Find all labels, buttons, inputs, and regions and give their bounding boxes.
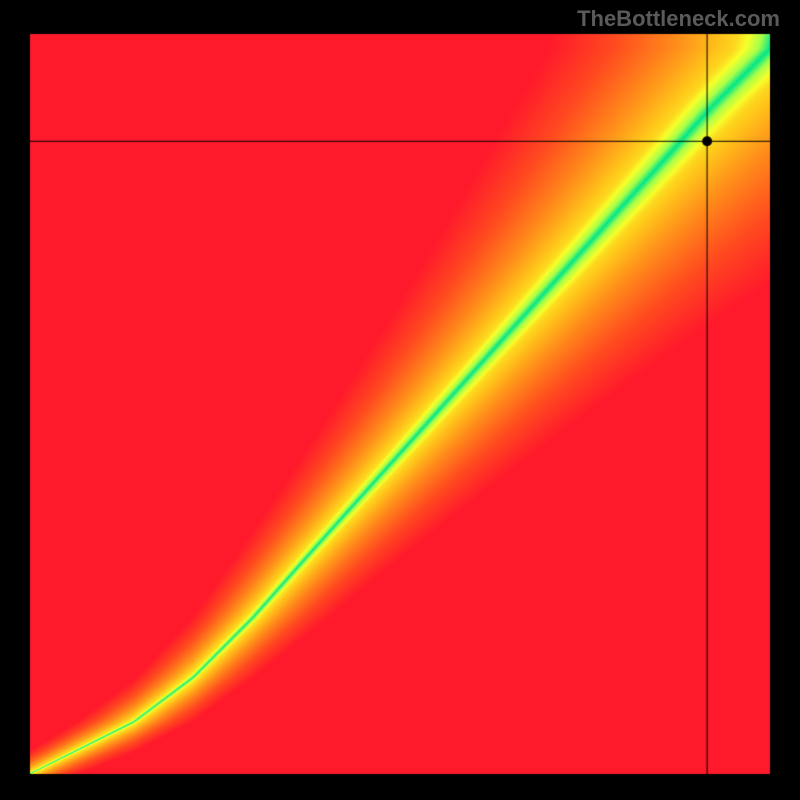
bottleneck-heatmap: [0, 0, 800, 800]
chart-container: TheBottleneck.com: [0, 0, 800, 800]
watermark-text: TheBottleneck.com: [577, 6, 780, 32]
